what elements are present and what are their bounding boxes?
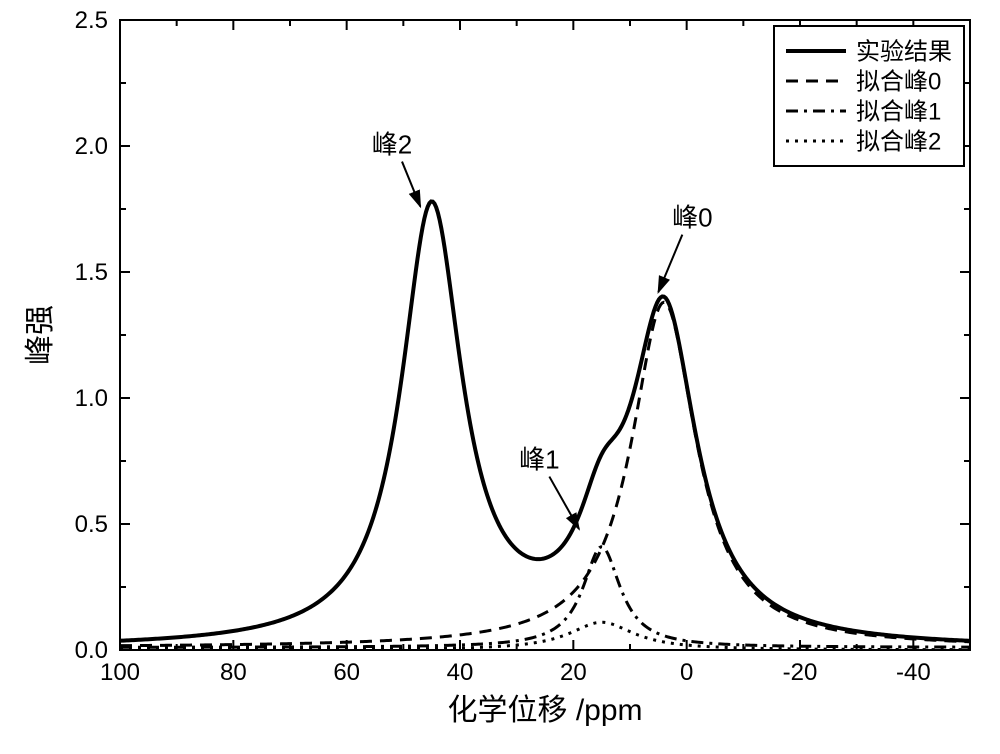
nmr-spectrum-chart: -40-200204060801000.00.51.01.52.02.5化学位移… (0, 0, 1000, 754)
svg-text:-20: -20 (783, 659, 818, 686)
svg-text:2.5: 2.5 (75, 7, 108, 34)
y-axis-label: 峰强 (24, 305, 57, 365)
svg-text:2.0: 2.0 (75, 133, 108, 160)
annotation-label-0: 峰2 (372, 130, 412, 160)
svg-text:20: 20 (560, 659, 587, 686)
svg-text:60: 60 (333, 659, 360, 686)
svg-text:0.5: 0.5 (75, 511, 108, 538)
svg-text:-40: -40 (896, 659, 931, 686)
legend-label-0: 实验结果 (856, 38, 952, 65)
svg-text:40: 40 (447, 659, 474, 686)
svg-text:1.0: 1.0 (75, 385, 108, 412)
legend-label-3: 拟合峰2 (856, 128, 941, 155)
annotation-label-1: 峰1 (519, 445, 559, 475)
x-axis-label: 化学位移 /ppm (447, 694, 642, 727)
legend-label-2: 拟合峰1 (856, 98, 941, 125)
chart-container: -40-200204060801000.00.51.01.52.02.5化学位移… (0, 0, 1000, 754)
svg-text:1.5: 1.5 (75, 259, 108, 286)
svg-text:80: 80 (220, 659, 247, 686)
annotation-label-2: 峰0 (672, 203, 712, 233)
legend-label-1: 拟合峰0 (856, 68, 941, 95)
svg-text:0: 0 (680, 659, 693, 686)
svg-text:0.0: 0.0 (75, 637, 108, 664)
